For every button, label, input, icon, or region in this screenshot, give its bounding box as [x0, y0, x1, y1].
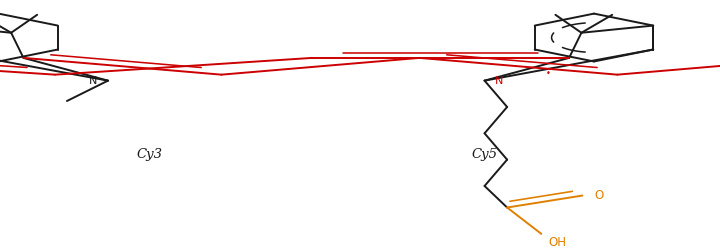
Text: N: N [495, 76, 503, 86]
Text: N: N [89, 76, 98, 86]
Text: OH: OH [548, 236, 566, 249]
Text: Cy5: Cy5 [471, 148, 498, 161]
Text: Cy3: Cy3 [136, 148, 163, 161]
Text: O: O [595, 189, 604, 202]
Text: •: • [546, 69, 551, 78]
